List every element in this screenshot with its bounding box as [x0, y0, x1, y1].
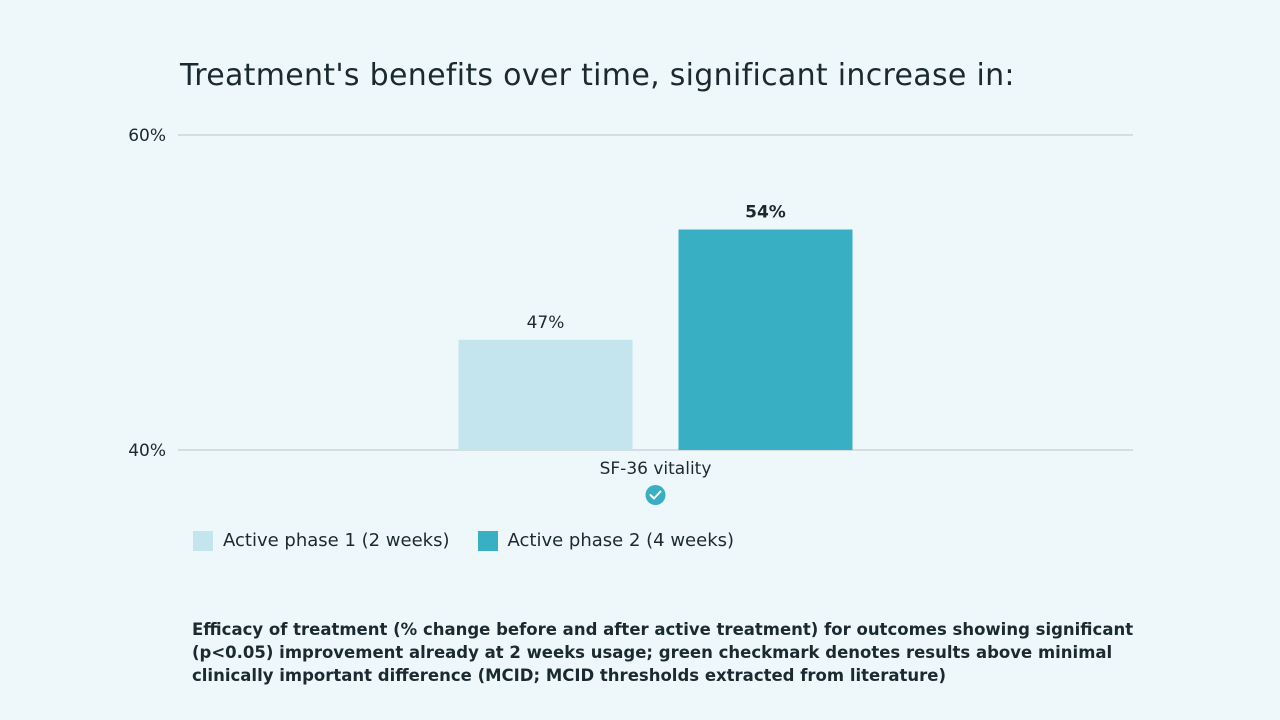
legend-label-phase1: Active phase 1 (2 weeks)	[223, 530, 450, 551]
data-label: 47%	[527, 313, 565, 333]
chart-title: Treatment's benefits over time, signific…	[180, 58, 1015, 93]
legend-item-phase1: Active phase 1 (2 weeks)	[193, 530, 450, 551]
y-tick-label: 60%	[128, 126, 166, 146]
bar	[458, 339, 633, 450]
legend-swatch-phase2	[477, 530, 498, 551]
bar-chart: 40% 60% 47% 54% SF-36 vitality	[128, 126, 1133, 505]
check-mark-icon	[649, 490, 662, 500]
legend-label-phase2: Active phase 2 (4 weeks)	[507, 530, 735, 551]
legend-swatch-phase1	[193, 530, 213, 551]
legend-item-phase2: Active phase 2 (4 weeks)	[477, 530, 735, 551]
data-label: 54%	[745, 203, 786, 223]
check-circle-icon	[645, 485, 666, 505]
legend: Active phase 1 (2 weeks) Active phase 2 …	[193, 530, 734, 551]
y-tick-label: 40%	[128, 441, 166, 461]
figure-caption: Efficacy of treatment (% change before a…	[192, 620, 1134, 685]
bar	[678, 229, 853, 450]
x-tick-label: SF-36 vitality	[600, 459, 712, 479]
